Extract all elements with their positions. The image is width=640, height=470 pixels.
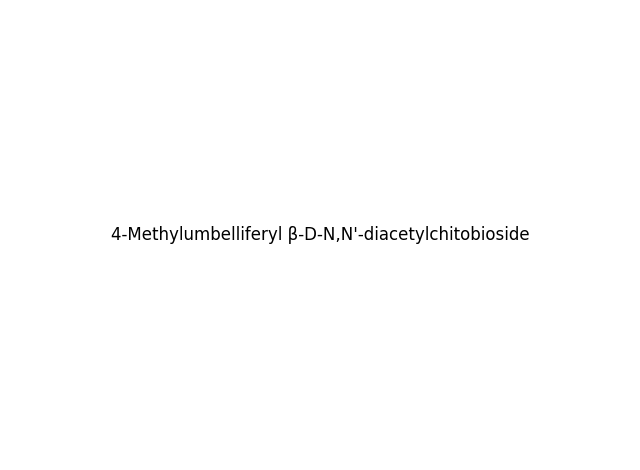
Text: 4-Methylumbelliferyl β-D-N,N'-diacetylchitobioside: 4-Methylumbelliferyl β-D-N,N'-diacetylch…	[111, 226, 529, 244]
